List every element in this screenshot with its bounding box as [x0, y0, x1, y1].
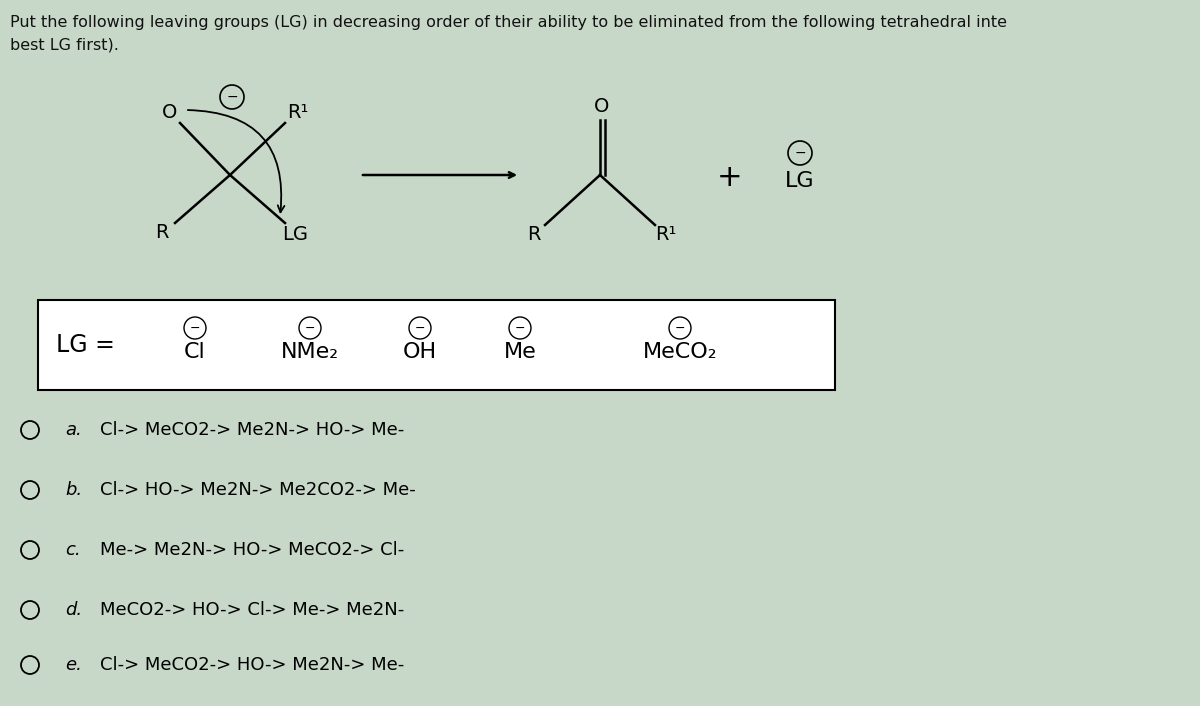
Text: NMe₂: NMe₂ [281, 342, 340, 362]
Text: R: R [155, 224, 169, 242]
Text: b.: b. [65, 481, 82, 499]
Text: R¹: R¹ [287, 104, 308, 123]
Text: O: O [594, 97, 610, 116]
Text: OH: OH [403, 342, 437, 362]
Text: Cl-> MeCO2-> HO-> Me2N-> Me-: Cl-> MeCO2-> HO-> Me2N-> Me- [100, 656, 404, 674]
Text: MeCO2-> HO-> Cl-> Me-> Me2N-: MeCO2-> HO-> Cl-> Me-> Me2N- [100, 601, 404, 619]
Text: c.: c. [65, 541, 80, 559]
Text: LG: LG [282, 225, 308, 244]
Text: d.: d. [65, 601, 82, 619]
Text: −: − [515, 321, 526, 335]
Text: −: − [226, 90, 238, 104]
Text: −: − [415, 321, 425, 335]
Text: −: − [305, 321, 316, 335]
Text: Cl: Cl [184, 342, 206, 362]
Text: e.: e. [65, 656, 82, 674]
Text: Me: Me [504, 342, 536, 362]
Text: Me-> Me2N-> HO-> MeCO2-> Cl-: Me-> Me2N-> HO-> MeCO2-> Cl- [100, 541, 404, 559]
Text: R¹: R¹ [655, 225, 677, 244]
Text: best LG first).: best LG first). [10, 38, 119, 53]
Text: a.: a. [65, 421, 82, 439]
FancyArrowPatch shape [187, 110, 284, 213]
Text: Put the following leaving groups (LG) in decreasing order of their ability to be: Put the following leaving groups (LG) in… [10, 15, 1007, 30]
Text: R: R [527, 225, 541, 244]
Text: −: − [674, 321, 685, 335]
Text: MeCO₂: MeCO₂ [643, 342, 718, 362]
Text: −: − [794, 146, 806, 160]
Text: LG =: LG = [55, 333, 114, 357]
Text: Cl-> HO-> Me2N-> Me2CO2-> Me-: Cl-> HO-> Me2N-> Me2CO2-> Me- [100, 481, 415, 499]
FancyBboxPatch shape [38, 300, 835, 390]
Text: Cl-> MeCO2-> Me2N-> HO-> Me-: Cl-> MeCO2-> Me2N-> HO-> Me- [100, 421, 404, 439]
Text: −: − [190, 321, 200, 335]
Text: O: O [162, 104, 178, 123]
Text: +: + [718, 164, 743, 193]
Text: LG: LG [785, 171, 815, 191]
